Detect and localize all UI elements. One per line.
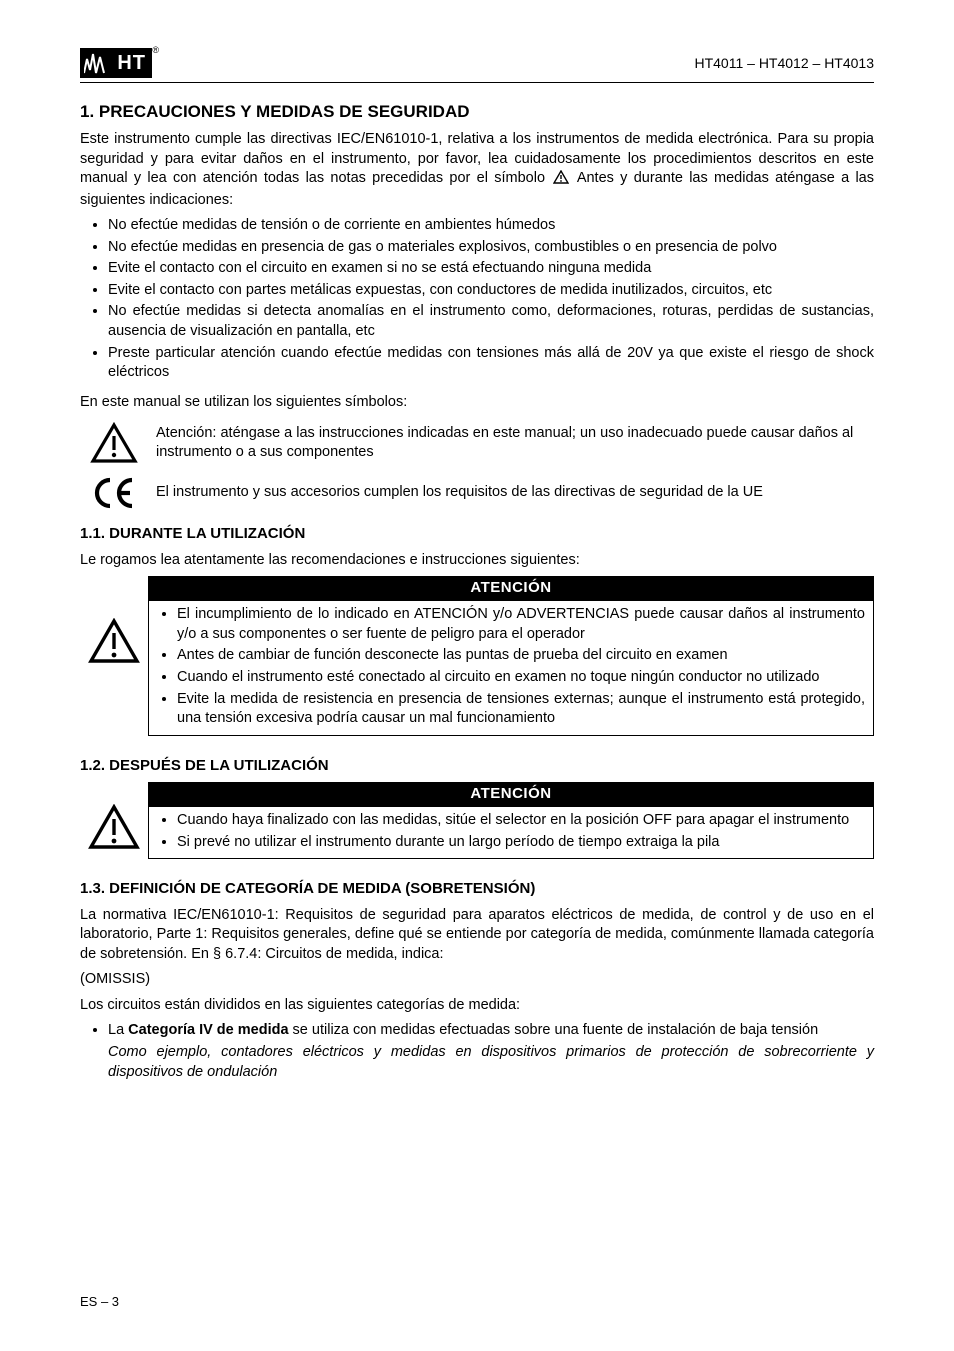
warning-triangle-icon [90,422,138,464]
list-item: Si prevé no utilizar el instrumento dura… [177,833,865,853]
inline-warning-icon [553,170,569,191]
logo-text: HT [117,50,146,77]
caution-header: ATENCIÓN [148,576,874,601]
footer-left: ES – 3 [80,1293,119,1311]
warning-triangle-icon [88,618,140,664]
section-1-intro: Este instrumento cumple las directivas I… [80,130,874,210]
header-bar: HT ® HT4011 – HT4012 – HT4013 [80,48,874,83]
list-item: Cuando el instrumento esté conectado al … [177,668,865,688]
list-item: Evite el contacto con el circuito en exa… [108,259,874,279]
section-1-3-bullets: La Categoría IV de medida se utiliza con… [108,1021,874,1082]
logo-wave-icon [84,52,110,74]
section-1-3-p1: La normativa IEC/EN61010-1: Requisitos d… [80,906,874,965]
list-item: No efectúe medidas de tensión o de corri… [108,216,874,236]
symbol-ce-text: El instrumento y sus accesorios cumplen … [148,483,874,503]
list-item: El incumplimiento de lo indicado en ATEN… [177,605,865,644]
section-1-bullets: No efectúe medidas de tensión o de corri… [108,216,874,383]
symbols-intro: En este manual se utilizan los siguiente… [80,393,874,413]
section-1-3-p3: Los circuitos están divididos en las sig… [80,996,874,1016]
section-1-3-title: 1.3. DEFINICIÓN DE CATEGORÍA DE MEDIDA (… [80,879,874,899]
section-1-2-title: 1.2. DESPUÉS DE LA UTILIZACIÓN [80,756,874,776]
section-1-title: 1. PRECAUCIONES Y MEDIDAS DE SEGURIDAD [80,101,874,124]
page-footer: ES – 3 [80,1293,874,1311]
list-item: Como ejemplo, contadores eléctricos y me… [88,1043,874,1082]
symbol-row-caution: Atención: aténgase a las instrucciones i… [80,422,874,464]
list-item: Antes de cambiar de función desconecte l… [177,646,865,666]
caution-block-2: ATENCIÓN Cuando haya finalizado con las … [80,782,874,859]
list-item: Preste particular atención cuando efectú… [108,344,874,383]
caution-header: ATENCIÓN [148,782,874,807]
caution-block-1: ATENCIÓN El incumplimiento de lo indicad… [80,576,874,736]
page: HT ® HT4011 – HT4012 – HT4013 1. PRECAUC… [0,0,954,1351]
ce-mark-icon [90,476,138,510]
list-item: Evite la medida de resistencia en presen… [177,690,865,729]
product-name: HT4011 – HT4012 – HT4013 [694,54,874,73]
section-1-1-title: 1.1. DURANTE LA UTILIZACIÓN [80,524,874,544]
list-item: No efectúe medidas en presencia de gas o… [108,238,874,258]
list-item: No efectúe medidas si detecta anomalías … [108,302,874,341]
symbol-caution-text: Atención: aténgase a las instrucciones i… [148,424,874,463]
list-item: Cuando haya finalizado con las medidas, … [177,811,865,831]
caution-body: El incumplimiento de lo indicado en ATEN… [148,601,874,735]
registered-mark: ® [152,44,160,56]
symbol-row-ce: El instrumento y sus accesorios cumplen … [80,476,874,510]
list-item: Evite el contacto con partes metálicas e… [108,281,874,301]
warning-triangle-icon [88,804,140,850]
symbols-block: Atención: aténgase a las instrucciones i… [80,422,874,510]
section-1-1-intro: Le rogamos lea atentamente las recomenda… [80,551,874,571]
section-1-3-p2: (OMISSIS) [80,970,874,990]
brand-logo: HT ® [80,48,152,78]
list-item: La Categoría IV de medida se utiliza con… [108,1021,874,1041]
caution-body: Cuando haya finalizado con las medidas, … [148,807,874,859]
